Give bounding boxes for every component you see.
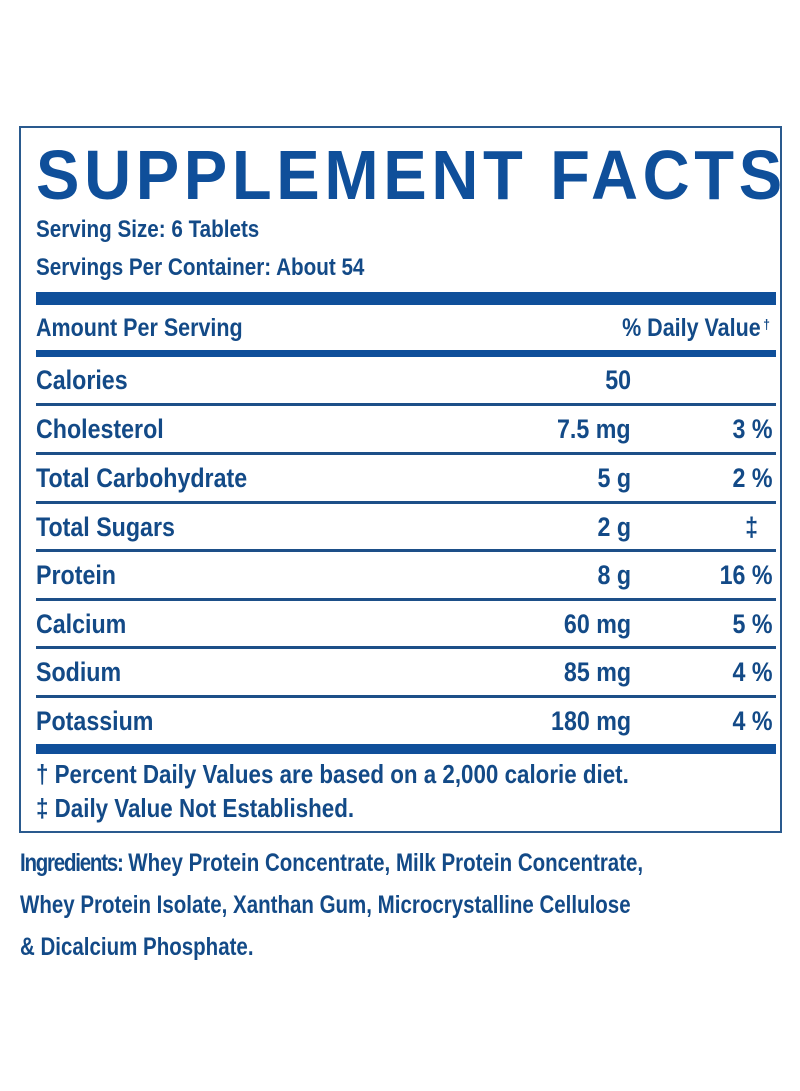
nutrient-daily-value: 4 % xyxy=(732,657,773,687)
serving-size: Serving Size: 6 Tablets xyxy=(36,216,260,243)
footnote-not-established: ‡ Daily Value Not Established. xyxy=(36,793,355,823)
nutrient-row: Calories 50 xyxy=(36,357,776,403)
nutrient-amount: 5 g xyxy=(597,463,631,493)
nutrient-amount: 7.5 mg xyxy=(557,414,631,444)
nutrient-row: Sodium 85 mg 4 % xyxy=(36,649,776,695)
nutrient-row: Cholesterol 7.5 mg 3 % xyxy=(36,406,776,452)
ingredients-line: Whey Protein Isolate, Xanthan Gum, Micro… xyxy=(20,891,631,919)
thick-divider-top xyxy=(36,292,776,305)
nutrient-name: Calcium xyxy=(36,609,127,639)
footnote-daily-values: † Percent Daily Values are based on a 2,… xyxy=(36,759,629,789)
nutrient-amount: 8 g xyxy=(597,560,631,590)
nutrient-row: Calcium 60 mg 5 % xyxy=(36,601,776,647)
nutrient-amount: 50 xyxy=(605,365,631,395)
nutrient-name: Total Sugars xyxy=(36,512,175,542)
nutrient-name: Potassium xyxy=(36,706,154,736)
amount-per-serving-header: Amount Per Serving xyxy=(36,314,243,342)
ingredients-line: Ingredients: Whey Protein Concentrate, M… xyxy=(20,842,651,884)
ingredients-section: Ingredients: Whey Protein Concentrate, M… xyxy=(20,842,790,968)
daily-value-header-text: % Daily Value xyxy=(622,314,761,342)
nutrient-row: Total Sugars 2 g ‡ xyxy=(36,504,776,550)
nutrient-daily-value: 4 % xyxy=(732,706,773,736)
column-header: Amount Per Serving % Daily Value † xyxy=(36,308,776,348)
nutrient-name: Cholesterol xyxy=(36,414,164,444)
nutrient-amount: 2 g xyxy=(597,512,631,542)
row-divider xyxy=(36,695,776,698)
daily-value-header: % Daily Value † xyxy=(622,308,770,348)
servings-per-container: Servings Per Container: About 54 xyxy=(36,254,365,281)
row-divider xyxy=(36,598,776,601)
nutrient-row: Total Carbohydrate 5 g 2 % xyxy=(36,455,776,501)
nutrient-name: Total Carbohydrate xyxy=(36,463,248,493)
nutrient-daily-value: 2 % xyxy=(732,463,773,493)
row-divider xyxy=(36,452,776,455)
row-divider xyxy=(36,501,776,504)
nutrient-row: Potassium 180 mg 4 % xyxy=(36,698,776,744)
ingredients-text: Whey Protein Concentrate, Milk Protein C… xyxy=(122,849,644,877)
nutrient-amount: 180 mg xyxy=(550,706,631,736)
nutrient-amount: 60 mg xyxy=(563,609,631,639)
supplement-facts-panel: SUPPLEMENT FACTS Serving Size: 6 Tablets… xyxy=(19,126,782,833)
row-divider xyxy=(36,646,776,649)
ingredients-line: & Dicalcium Phosphate. xyxy=(20,933,254,961)
nutrient-name: Calories xyxy=(36,365,128,395)
dagger-mark: † xyxy=(763,316,770,332)
medium-divider xyxy=(36,350,776,357)
nutrient-amount: 85 mg xyxy=(563,657,631,687)
row-divider xyxy=(36,403,776,406)
nutrient-daily-value: 5 % xyxy=(732,609,773,639)
nutrient-name: Protein xyxy=(36,560,116,590)
nutrient-daily-value: 16 % xyxy=(720,560,773,590)
nutrient-name: Sodium xyxy=(36,657,122,687)
nutrient-row: Protein 8 g 16 % xyxy=(36,552,776,598)
nutrient-daily-value: ‡ xyxy=(745,512,758,542)
row-divider xyxy=(36,549,776,552)
ingredients-label: Ingredients: xyxy=(20,849,124,877)
nutrient-daily-value: 3 % xyxy=(732,414,773,444)
thick-divider-bottom xyxy=(36,744,776,754)
panel-title: SUPPLEMENT FACTS xyxy=(36,136,787,214)
